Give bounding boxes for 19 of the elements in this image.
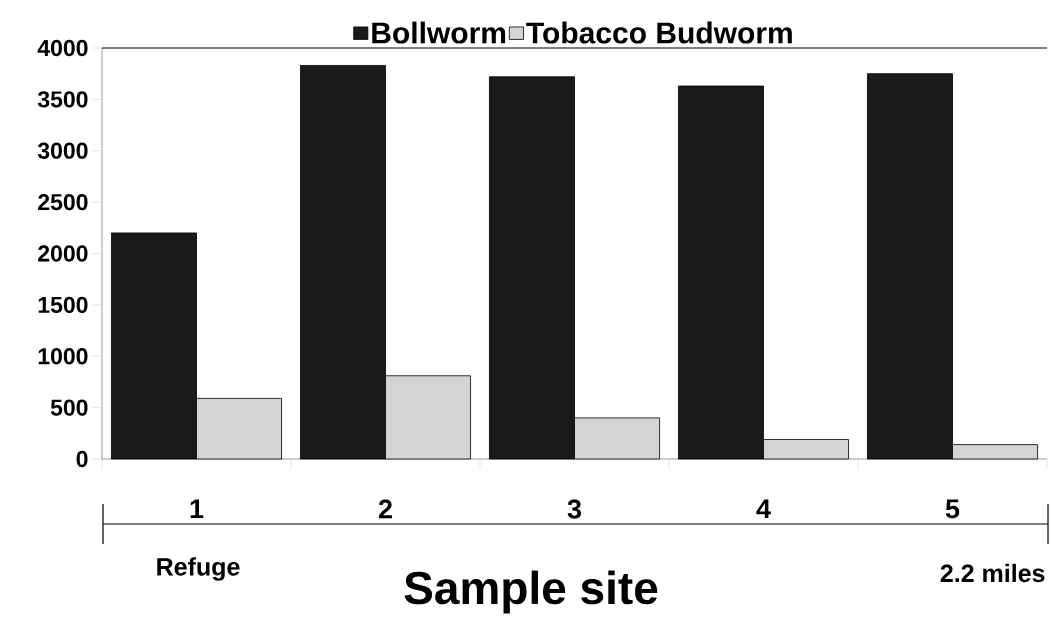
x-tick-label: 1: [190, 499, 204, 519]
y-tick-label: 500: [50, 399, 88, 416]
y-tick-label: 2000: [38, 245, 88, 262]
y-tick-label: 3500: [37, 91, 88, 108]
y-tick-label: 3000: [37, 142, 88, 159]
text: Refuge: [157, 557, 240, 581]
x-axis-title: Sample site: [404, 570, 658, 614]
y-tick-label: 0: [76, 450, 88, 468]
y-tick-label: 1000: [38, 348, 88, 365]
y-tick-label: 4000: [37, 39, 88, 57]
y-tick-label: 1500: [38, 296, 88, 314]
x-tick-label: 4: [756, 499, 771, 519]
y-tick-label: 2500: [38, 193, 88, 211]
legend-label: Tobacco Budworm: [526, 21, 792, 44]
x-tick-label: 5: [945, 499, 960, 519]
x-tick-label: 3: [567, 499, 582, 519]
legend-label: Bollworm: [372, 21, 506, 44]
x-tick-label: 2: [378, 499, 392, 519]
text: 2.2 miles: [940, 563, 1045, 583]
